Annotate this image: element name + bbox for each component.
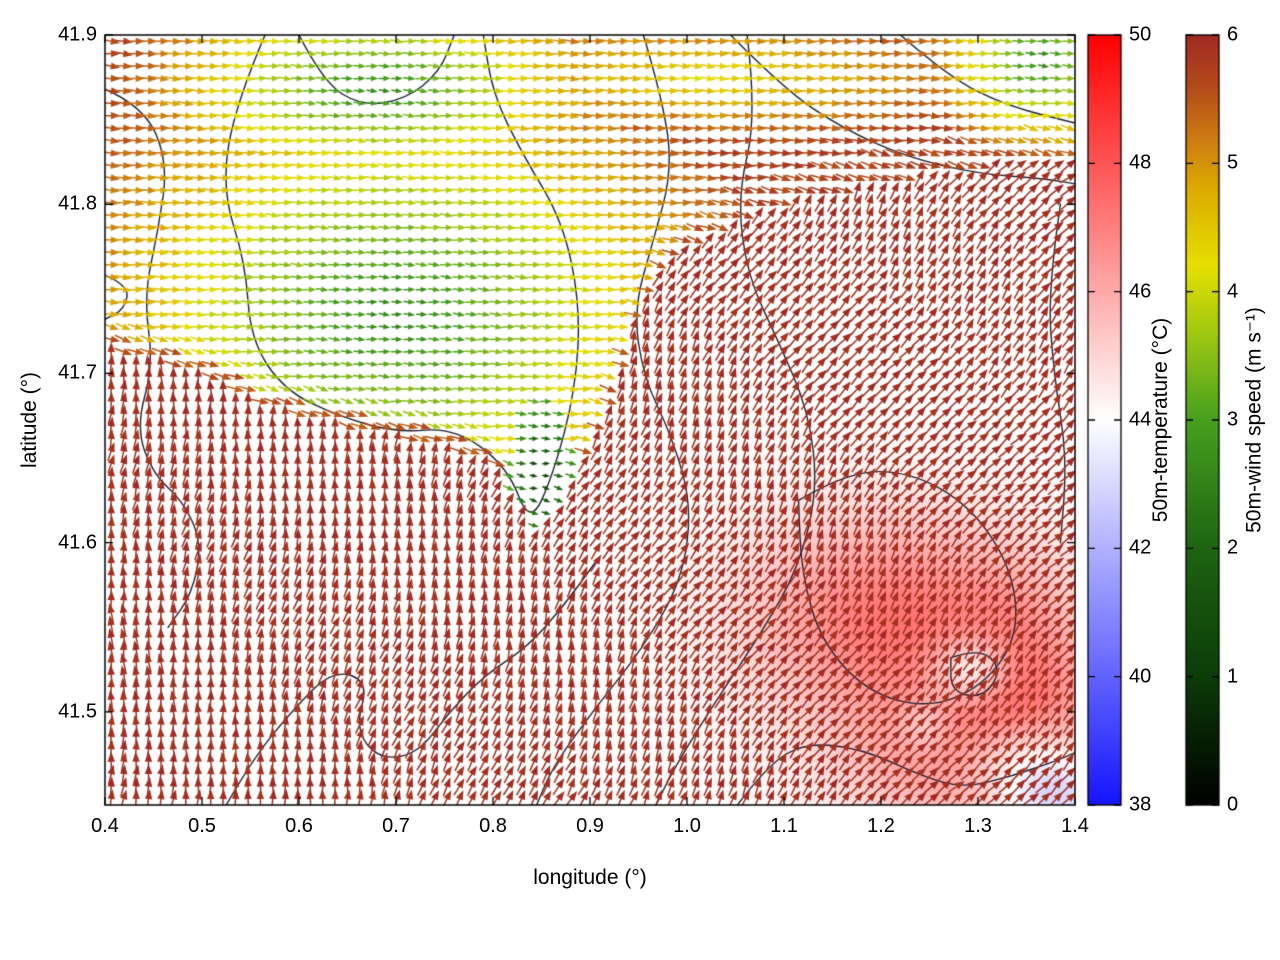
y-tick-label: 41.9	[58, 23, 97, 46]
temperature-cb-tick-label: 40	[1129, 665, 1152, 688]
windspeed-cb-tick-label: 2	[1227, 536, 1239, 559]
y-tick-label: 41.5	[58, 700, 97, 723]
x-tick-label: 1.3	[964, 815, 992, 837]
y-axis-title: latitude (°)	[18, 372, 41, 468]
x-tick-label: 0.6	[285, 815, 313, 837]
temperature-cb-tick-label: 42	[1129, 536, 1152, 559]
windspeed-cb-tick-label: 4	[1227, 280, 1239, 303]
x-axis-title: longitude (°)	[533, 866, 647, 889]
x-tick-label: 0.9	[576, 815, 604, 837]
y-tick-label: 41.8	[58, 192, 97, 215]
windspeed-cb-tick-label: 6	[1227, 23, 1239, 46]
x-tick-label: 0.7	[382, 815, 410, 837]
windspeed-cb-tick-label: 0	[1227, 793, 1239, 816]
windspeed-cb-tick-label: 1	[1227, 665, 1239, 688]
x-tick-label: 1.0	[673, 815, 701, 837]
temperature-cb-tick-label: 38	[1129, 793, 1152, 816]
y-tick-label: 41.7	[58, 361, 97, 384]
x-tick-label: 1.2	[867, 815, 895, 837]
temperature-colorbar-title: 50m-temperature (°C)	[1149, 317, 1172, 523]
windspeed-cb-tick-label: 3	[1227, 408, 1239, 431]
temperature-cb-tick-label: 44	[1129, 408, 1152, 431]
x-tick-label: 0.8	[479, 815, 507, 837]
temperature-cb-tick-label: 48	[1129, 151, 1152, 174]
y-tick-label: 41.6	[58, 531, 97, 554]
x-tick-label: 1.4	[1061, 815, 1089, 837]
x-tick-label: 0.5	[188, 815, 216, 837]
x-tick-label: 0.4	[91, 815, 119, 837]
x-tick-label: 1.1	[770, 815, 798, 837]
temperature-cb-tick-label: 46	[1129, 280, 1152, 303]
temperature-cb-tick-label: 50	[1129, 23, 1152, 46]
windspeed-colorbar-title: 50m-wind speed (m s⁻¹)	[1242, 307, 1266, 533]
windspeed-cb-tick-label: 5	[1227, 151, 1239, 174]
